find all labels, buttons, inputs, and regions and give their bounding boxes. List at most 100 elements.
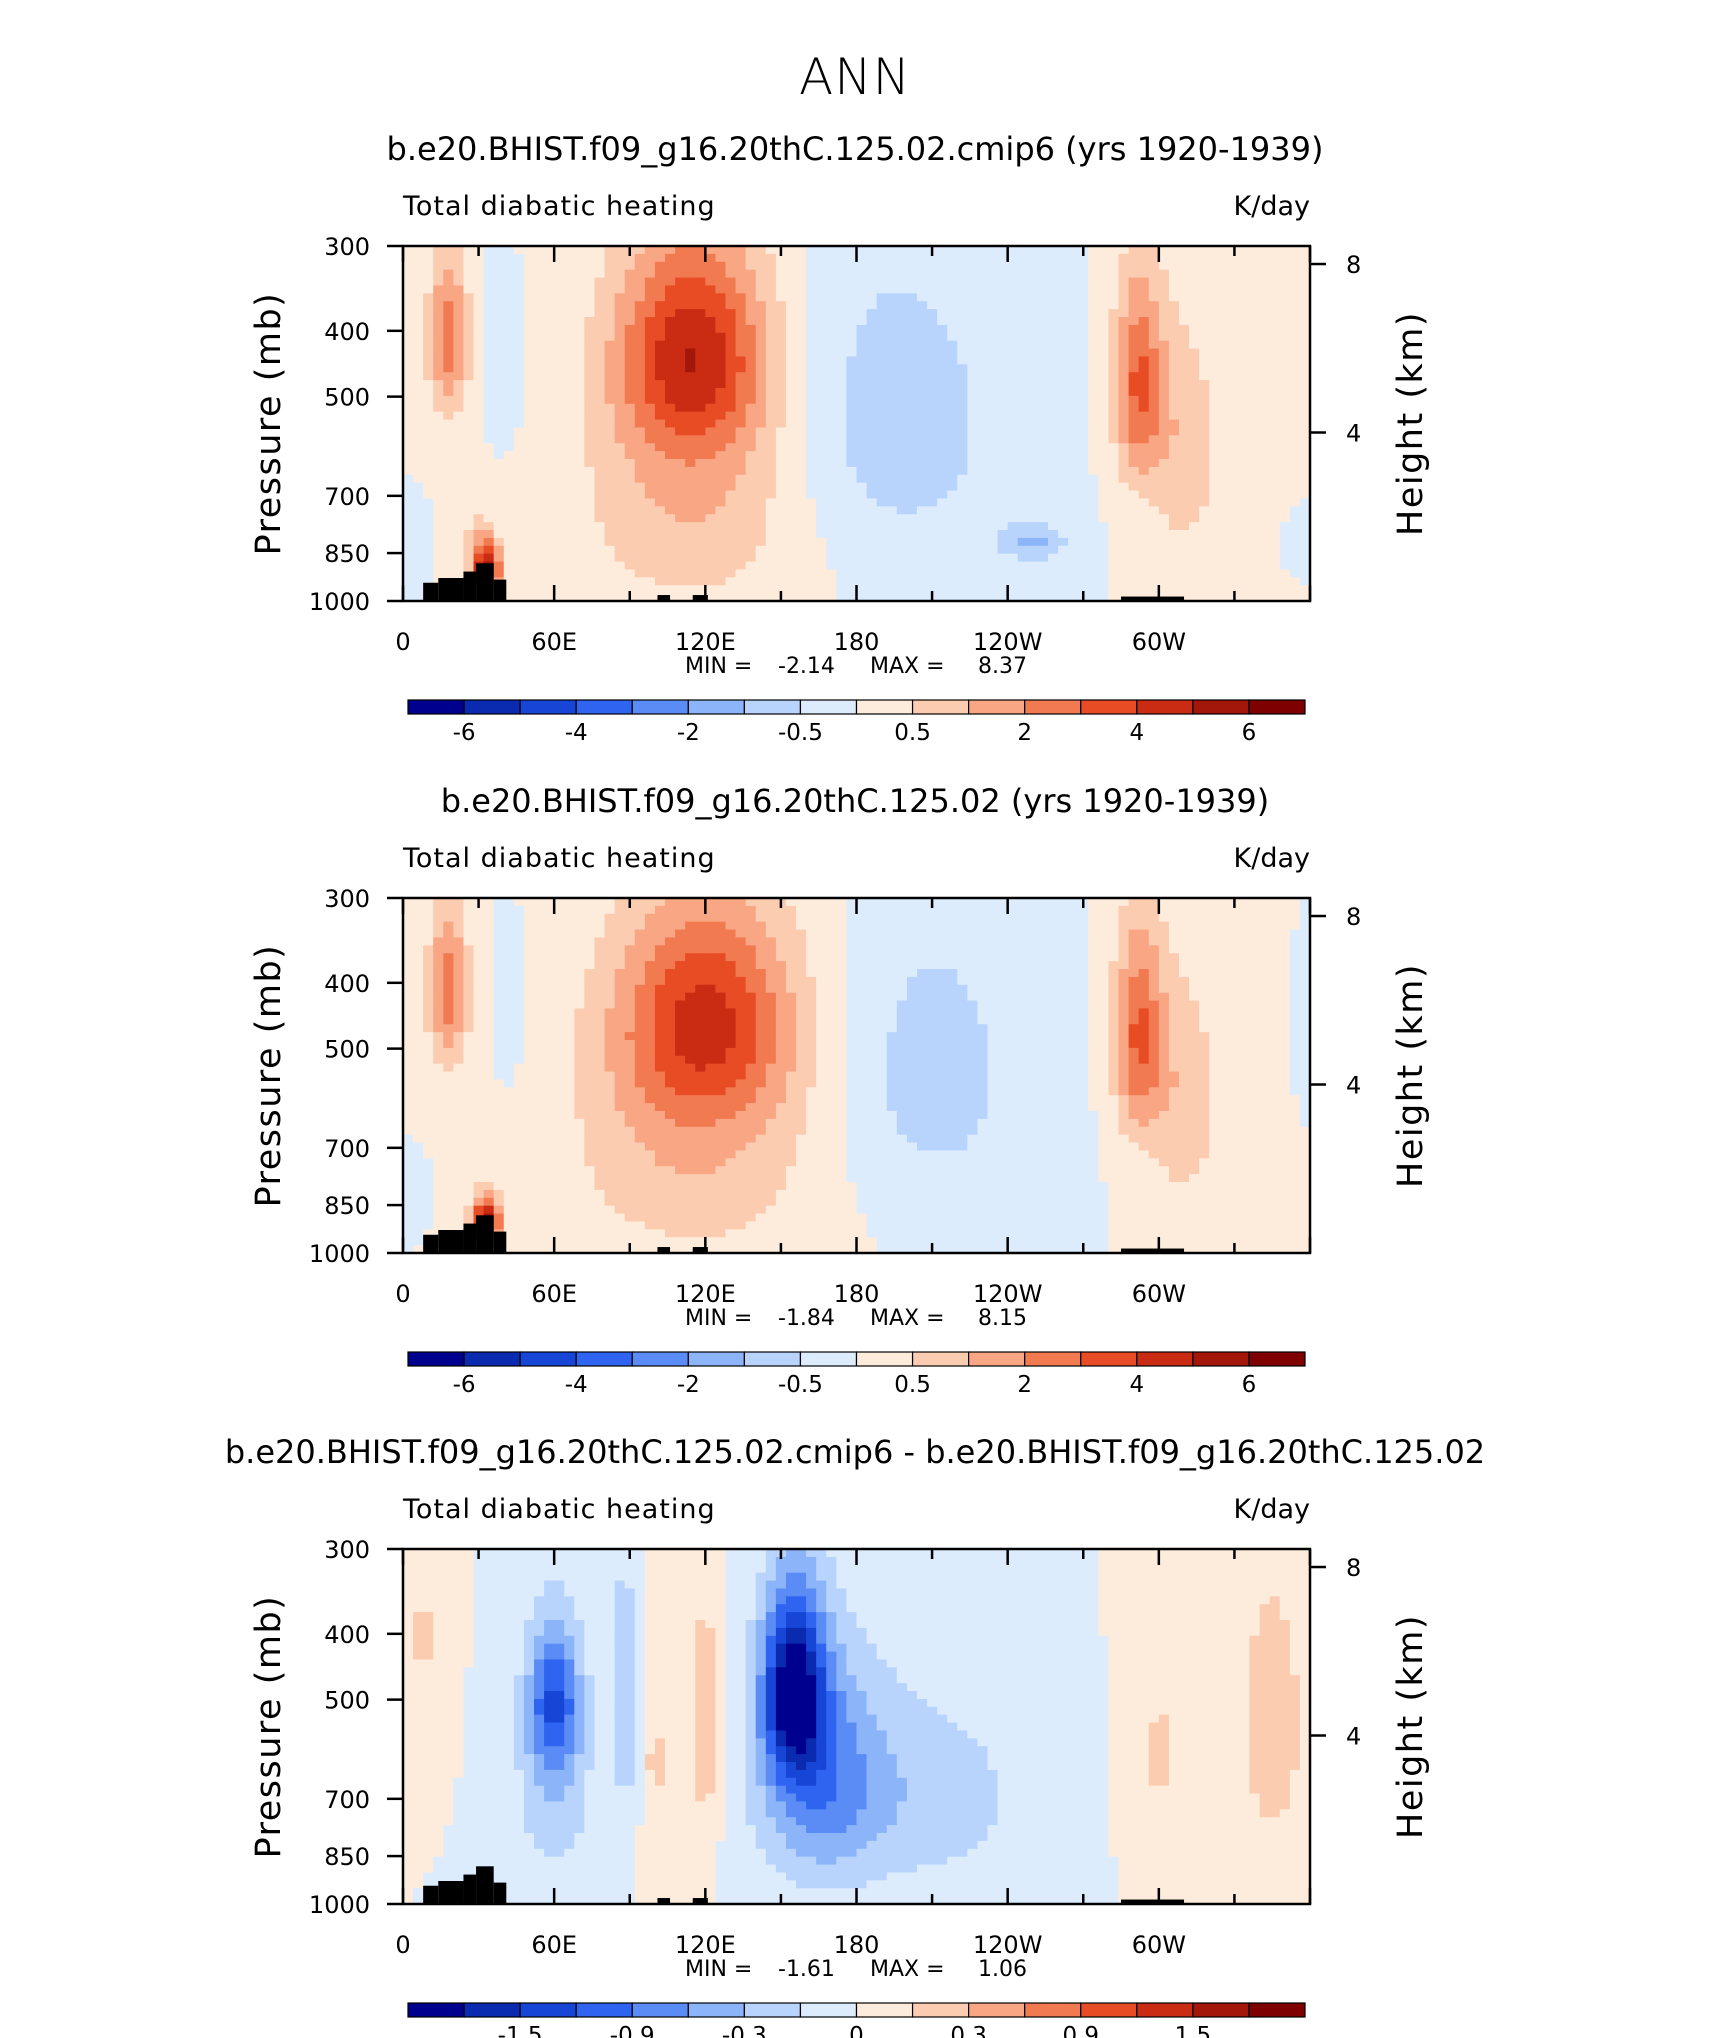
heatmap-cell (433, 395, 444, 405)
heatmap-cell (1047, 443, 1059, 452)
heatmap-cell (1058, 553, 1069, 563)
heatmap-cell (816, 246, 827, 255)
heatmap-cell (453, 356, 465, 365)
heatmap-cell (1088, 443, 1099, 452)
heatmap-cell (987, 569, 999, 578)
heatmap-cell (987, 459, 999, 468)
heatmap-cell (433, 466, 444, 476)
heatmap-cell (765, 569, 777, 578)
heatmap-cell (453, 482, 465, 492)
heatmap-cell (1219, 585, 1230, 594)
heatmap-cell (654, 514, 666, 523)
heatmap-cell (755, 301, 767, 310)
heatmap-cell (1279, 435, 1291, 444)
heatmap-cell (483, 969, 495, 978)
heatmap-cell (574, 332, 585, 342)
heatmap-cell (1178, 253, 1190, 263)
heatmap-cell (1259, 388, 1271, 397)
heatmap-cell (1108, 261, 1120, 271)
heatmap-cell (1158, 324, 1170, 334)
heatmap-cell (1168, 293, 1180, 302)
heatmap-cell (574, 1016, 585, 1025)
heatmap-cell (1209, 261, 1220, 271)
heatmap-cell (1289, 482, 1301, 492)
heatmap-cell (433, 1079, 444, 1088)
heatmap-cell (967, 474, 979, 484)
heatmap-cell (403, 1087, 414, 1096)
heatmap-cell (604, 569, 616, 578)
heatmap-cell (1178, 537, 1190, 547)
heatmap-cell (503, 1166, 515, 1175)
heatmap-cell (1239, 553, 1251, 563)
heatmap-cell (1289, 419, 1301, 429)
heatmap-cell (473, 1197, 485, 1207)
heatmap-cell (1168, 530, 1180, 539)
heatmap-cell (1058, 498, 1069, 507)
colorbar-segment (1024, 699, 1082, 715)
heatmap-cell (755, 348, 767, 358)
heatmap-cell (483, 309, 495, 318)
heatmap-cell (513, 537, 525, 547)
heatmap-cell (1219, 530, 1230, 539)
heatmap-cell (523, 317, 535, 326)
heatmap-cell (443, 1047, 454, 1057)
heatmap-cell (1098, 459, 1110, 468)
heatmap-cell (453, 945, 465, 954)
heatmap-cell (896, 253, 908, 263)
heatmap-cell (614, 474, 626, 484)
heatmap-cell (403, 411, 414, 421)
heatmap-cell (685, 498, 696, 507)
heatmap-cell (725, 261, 737, 271)
heatmap-cell (413, 451, 424, 460)
heatmap-cell (957, 537, 968, 547)
heatmap-cell (523, 482, 535, 492)
heatmap-cell (1289, 356, 1301, 365)
heatmap-cell (1037, 482, 1049, 492)
heatmap-cell (1118, 561, 1130, 571)
heatmap-cell (765, 348, 777, 358)
heatmap-cell (705, 506, 717, 515)
heatmap-cell (624, 435, 636, 444)
heatmap-cell (896, 522, 908, 531)
heatmap-cell (826, 348, 837, 358)
heatmap-cell (1017, 301, 1029, 310)
heatmap-cell (755, 324, 767, 334)
heatmap-cell (1078, 490, 1089, 500)
heatmap-cell (574, 1000, 585, 1010)
heatmap-cell (624, 569, 636, 578)
heatmap-cell (483, 435, 495, 444)
heatmap-cell (1249, 293, 1261, 302)
heatmap-cell (423, 1189, 434, 1199)
heatmap-cell (1269, 553, 1281, 563)
heatmap-cell (987, 309, 999, 318)
heatmap-cell (503, 332, 515, 342)
heatmap-cell (725, 490, 737, 500)
heatmap-cell (443, 992, 454, 1002)
heatmap-cell (493, 1016, 505, 1025)
heatmap-cell (1098, 364, 1110, 373)
heatmap-cell (403, 1189, 414, 1199)
heatmap-cell (796, 561, 807, 571)
heatmap-cell (564, 1182, 575, 1191)
heatmap-cell (1118, 577, 1130, 586)
heatmap-cell (775, 388, 787, 397)
heatmap-cell (675, 364, 686, 373)
heatmap-cell (937, 380, 948, 389)
heatmap-cell (997, 246, 1009, 255)
heatmap-cell (957, 317, 968, 326)
heatmap-cell (453, 1182, 465, 1191)
heatmap-cell (644, 395, 656, 405)
heatmap-cell (534, 1032, 545, 1041)
heatmap-cell (654, 537, 666, 547)
heatmap-cell (574, 277, 585, 287)
heatmap-cell (977, 522, 989, 531)
heatmap-cell (1289, 285, 1301, 294)
heatmap-cell (584, 372, 596, 381)
heatmap-cell (604, 585, 616, 594)
heatmap-cell (1138, 443, 1150, 452)
heatmap-cell (594, 498, 606, 507)
heatmap-cell (564, 246, 575, 255)
heatmap-cell (725, 459, 737, 468)
heatmap-cell (523, 537, 535, 547)
heatmap-cell (654, 459, 666, 468)
